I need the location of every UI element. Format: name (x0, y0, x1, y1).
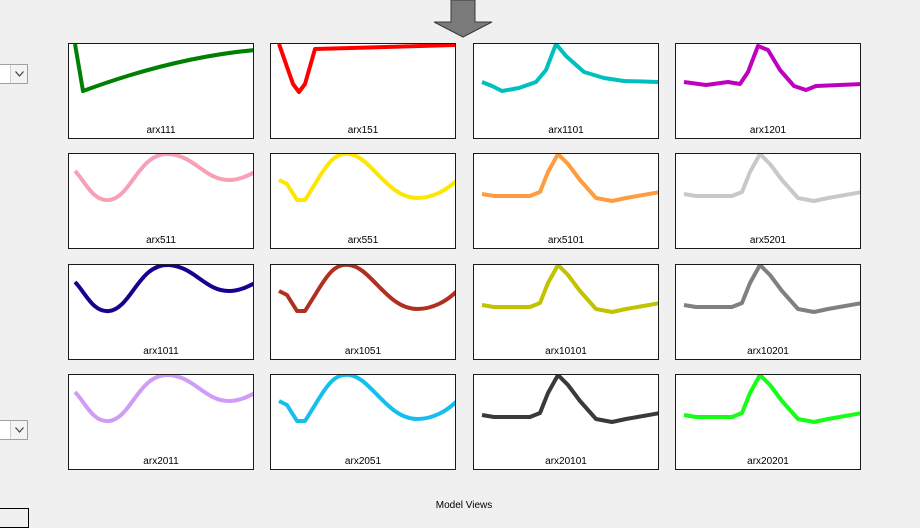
model-label: arx551 (347, 235, 379, 246)
chevron-down-icon[interactable] (10, 421, 27, 439)
response-curve (73, 375, 253, 424)
model-panel[interactable]: arx111 (68, 43, 254, 139)
model-label: arx5101 (547, 235, 585, 246)
model-panel[interactable]: arx1201 (675, 43, 861, 139)
model-label: arx1101 (548, 125, 584, 136)
response-curve (277, 44, 455, 94)
response-curve (481, 375, 658, 424)
model-label: arx20101 (545, 456, 587, 467)
response-plot (481, 265, 658, 314)
response-plot (683, 44, 860, 92)
chevron-down-icon[interactable] (10, 65, 27, 83)
response-plot (277, 44, 455, 94)
model-label: arx2051 (344, 456, 382, 467)
model-label: arx1011 (143, 346, 179, 357)
model-panel[interactable]: arx10201 (675, 264, 861, 360)
model-select-dropdown-top[interactable] (0, 64, 28, 84)
response-curve (481, 265, 658, 314)
response-plot (481, 44, 658, 93)
model-views-caption: Model Views (435, 500, 493, 511)
model-panel[interactable]: arx1101 (473, 43, 659, 139)
model-label: arx5201 (749, 235, 787, 246)
response-curve (278, 265, 455, 313)
model-panel[interactable]: arx20101 (473, 374, 659, 470)
model-label: arx10101 (545, 346, 587, 357)
response-plot (683, 265, 860, 314)
model-panel[interactable]: arx1051 (270, 264, 456, 360)
model-label: arx2011 (143, 456, 179, 467)
model-panel[interactable]: arx2011 (68, 374, 254, 470)
response-plot (278, 265, 455, 313)
response-plot (73, 375, 253, 424)
response-plot (683, 154, 860, 203)
response-plot (73, 44, 253, 93)
model-panel[interactable]: arx20201 (675, 374, 861, 470)
model-label: arx111 (146, 125, 176, 136)
corner-control-box[interactable] (0, 508, 29, 528)
response-curve (73, 154, 253, 203)
response-curve (683, 265, 860, 314)
model-panel[interactable]: arx511 (68, 153, 254, 249)
response-curve (683, 375, 860, 424)
response-plot (481, 375, 658, 424)
model-panel[interactable]: arx2051 (270, 374, 456, 470)
model-select-dropdown-bottom[interactable] (0, 420, 28, 440)
response-curve (278, 154, 455, 202)
response-plot (278, 154, 455, 202)
model-label: arx1051 (344, 346, 382, 357)
model-panel[interactable]: arx5201 (675, 153, 861, 249)
response-curve (278, 375, 455, 423)
response-curve (73, 265, 253, 314)
response-curve (683, 154, 860, 203)
model-panel[interactable]: arx551 (270, 153, 456, 249)
response-plot (73, 154, 253, 203)
model-label: arx151 (347, 125, 379, 136)
model-label: arx1201 (749, 125, 787, 136)
response-curve (683, 44, 860, 92)
down-arrow-icon (433, 0, 493, 38)
model-panel[interactable]: arx5101 (473, 153, 659, 249)
response-plot (278, 375, 455, 423)
model-panel[interactable]: arx151 (270, 43, 456, 139)
response-curve (73, 44, 253, 93)
response-plot (73, 265, 253, 314)
model-panel[interactable]: arx10101 (473, 264, 659, 360)
response-curve (481, 44, 658, 93)
model-label: arx10201 (747, 346, 789, 357)
model-label: arx511 (146, 235, 176, 246)
response-plot (481, 154, 658, 203)
model-panel[interactable]: arx1011 (68, 264, 254, 360)
response-plot (683, 375, 860, 424)
response-curve (481, 154, 658, 203)
model-label: arx20201 (747, 456, 789, 467)
